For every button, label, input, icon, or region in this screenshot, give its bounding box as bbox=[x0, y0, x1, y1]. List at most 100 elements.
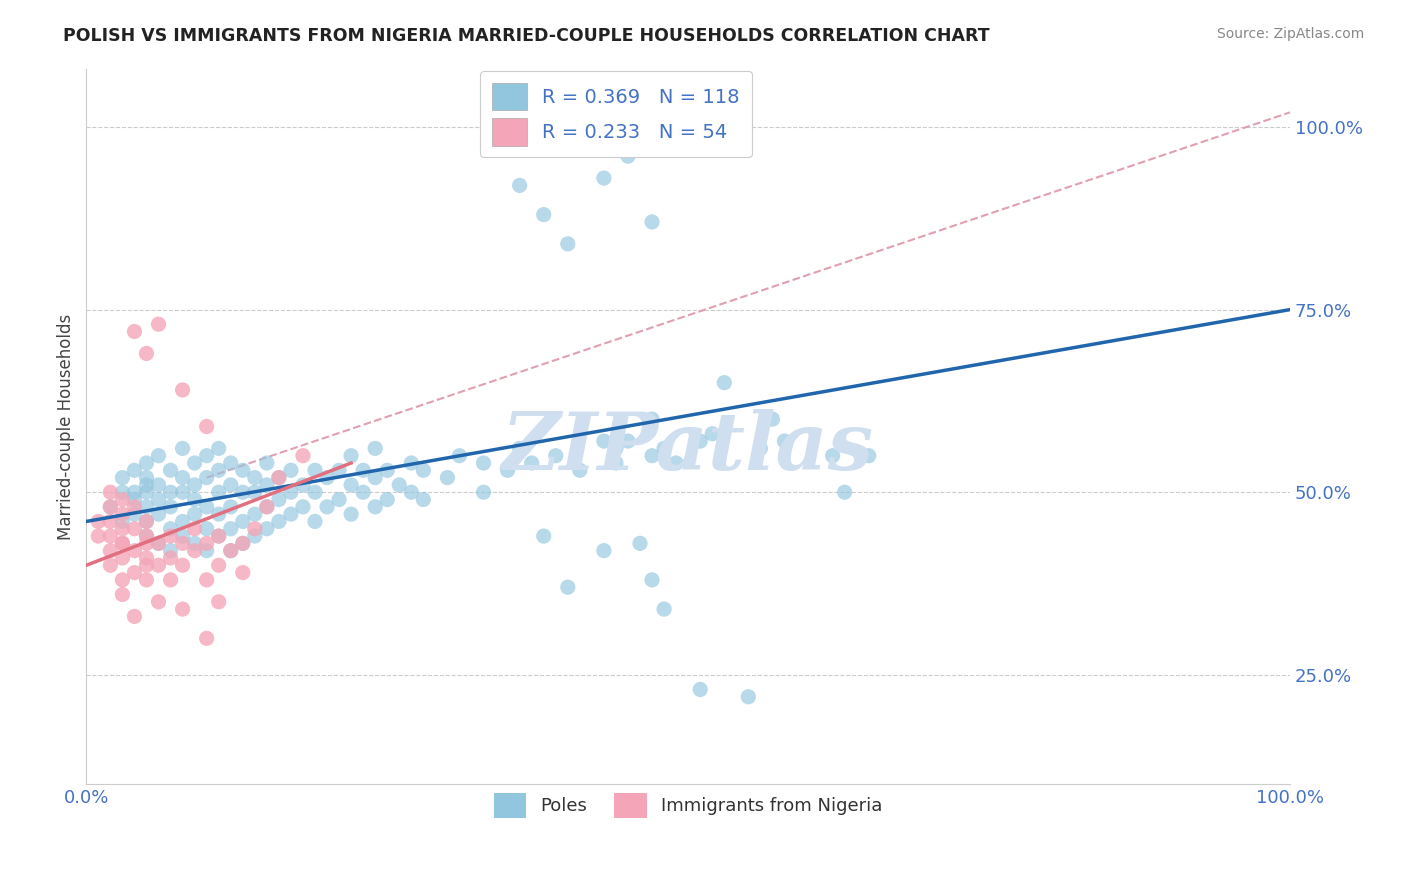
Point bbox=[111, 587, 134, 601]
Point bbox=[135, 456, 157, 470]
Point bbox=[148, 478, 170, 492]
Legend: Poles, Immigrants from Nigeria: Poles, Immigrants from Nigeria bbox=[486, 786, 890, 825]
Point bbox=[208, 442, 231, 456]
Point bbox=[183, 492, 205, 507]
Point bbox=[98, 543, 121, 558]
Point bbox=[208, 485, 231, 500]
Text: Source: ZipAtlas.com: Source: ZipAtlas.com bbox=[1216, 27, 1364, 41]
Point bbox=[665, 456, 688, 470]
Point bbox=[172, 558, 194, 573]
Point bbox=[557, 236, 579, 251]
Point bbox=[159, 463, 181, 477]
Point bbox=[219, 456, 242, 470]
Point bbox=[172, 536, 194, 550]
Point bbox=[749, 442, 772, 456]
Point bbox=[533, 208, 555, 222]
Point bbox=[449, 449, 471, 463]
Point bbox=[135, 470, 157, 484]
Point bbox=[304, 515, 326, 529]
Point bbox=[172, 602, 194, 616]
Point bbox=[124, 492, 146, 507]
Point bbox=[183, 543, 205, 558]
Point bbox=[533, 529, 555, 543]
Point bbox=[280, 485, 302, 500]
Point bbox=[135, 500, 157, 514]
Point bbox=[135, 515, 157, 529]
Point bbox=[243, 485, 266, 500]
Point bbox=[208, 507, 231, 521]
Point bbox=[124, 485, 146, 500]
Point bbox=[98, 500, 121, 514]
Point bbox=[509, 442, 531, 456]
Point bbox=[98, 558, 121, 573]
Point bbox=[401, 456, 423, 470]
Point bbox=[328, 463, 350, 477]
Point bbox=[208, 529, 231, 543]
Point bbox=[702, 426, 724, 441]
Point bbox=[773, 434, 796, 448]
Point bbox=[208, 558, 231, 573]
Point bbox=[364, 500, 387, 514]
Point bbox=[219, 543, 242, 558]
Point bbox=[641, 412, 664, 426]
Point bbox=[135, 346, 157, 360]
Point bbox=[111, 492, 134, 507]
Point bbox=[412, 492, 434, 507]
Point bbox=[232, 566, 254, 580]
Point bbox=[124, 500, 146, 514]
Point bbox=[496, 463, 519, 477]
Point bbox=[352, 485, 374, 500]
Point bbox=[98, 515, 121, 529]
Point bbox=[159, 543, 181, 558]
Point bbox=[135, 558, 157, 573]
Point bbox=[328, 492, 350, 507]
Point bbox=[280, 507, 302, 521]
Point bbox=[111, 515, 134, 529]
Point bbox=[148, 536, 170, 550]
Point bbox=[183, 522, 205, 536]
Point bbox=[111, 551, 134, 566]
Point bbox=[111, 536, 134, 550]
Point bbox=[195, 419, 218, 434]
Point bbox=[267, 515, 290, 529]
Point bbox=[148, 449, 170, 463]
Point bbox=[364, 470, 387, 484]
Point bbox=[243, 507, 266, 521]
Point bbox=[195, 573, 218, 587]
Point bbox=[544, 449, 567, 463]
Point bbox=[111, 470, 134, 484]
Point bbox=[267, 470, 290, 484]
Point bbox=[605, 456, 627, 470]
Point bbox=[219, 543, 242, 558]
Point bbox=[219, 522, 242, 536]
Point bbox=[858, 449, 880, 463]
Point bbox=[98, 500, 121, 514]
Point bbox=[159, 573, 181, 587]
Point bbox=[159, 522, 181, 536]
Point bbox=[280, 463, 302, 477]
Point bbox=[87, 515, 110, 529]
Point bbox=[256, 522, 278, 536]
Point bbox=[617, 434, 640, 448]
Point bbox=[568, 463, 591, 477]
Point bbox=[195, 500, 218, 514]
Point bbox=[689, 682, 711, 697]
Point bbox=[208, 463, 231, 477]
Point bbox=[628, 536, 651, 550]
Point bbox=[232, 536, 254, 550]
Point bbox=[135, 573, 157, 587]
Point bbox=[172, 383, 194, 397]
Point bbox=[124, 507, 146, 521]
Point bbox=[124, 609, 146, 624]
Point bbox=[340, 449, 363, 463]
Point bbox=[111, 522, 134, 536]
Point bbox=[195, 536, 218, 550]
Point bbox=[148, 595, 170, 609]
Point bbox=[148, 492, 170, 507]
Point bbox=[737, 690, 759, 704]
Y-axis label: Married-couple Households: Married-couple Households bbox=[58, 313, 75, 540]
Point bbox=[652, 602, 675, 616]
Point bbox=[195, 522, 218, 536]
Point bbox=[375, 463, 398, 477]
Point bbox=[593, 171, 616, 186]
